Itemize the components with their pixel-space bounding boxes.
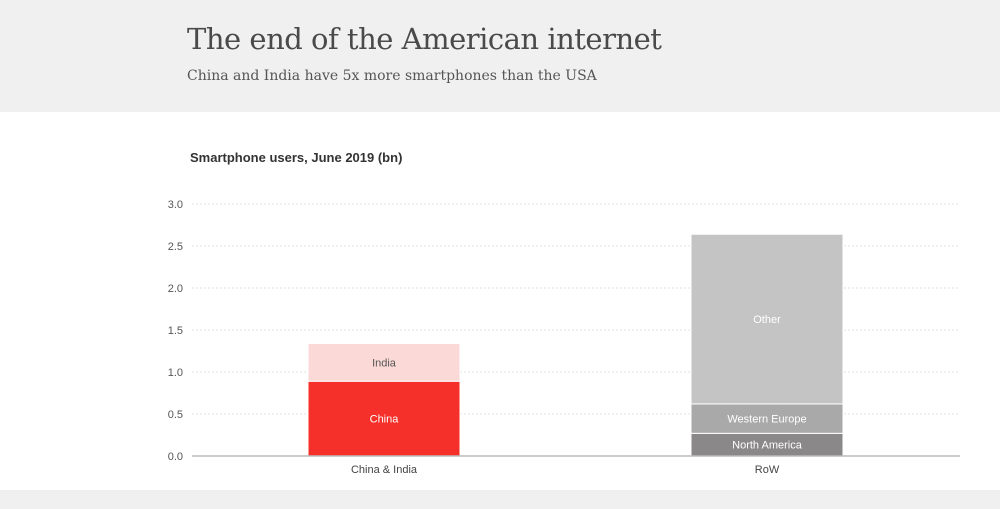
y-tick-label: 2.5 xyxy=(168,241,183,253)
segment-label: Western Europe xyxy=(727,414,806,426)
segment-label: Other xyxy=(753,314,781,326)
x-tick-label: China & India xyxy=(351,464,418,476)
x-tick-label: RoW xyxy=(755,464,780,476)
bar-segment-other xyxy=(690,233,844,405)
y-tick-label: 0.5 xyxy=(168,409,183,421)
segment-label: North America xyxy=(732,440,803,452)
bar-segment-india xyxy=(307,342,461,382)
header: The end of the American internet China a… xyxy=(0,0,1000,112)
page-title: The end of the American internet xyxy=(187,22,662,56)
y-tick-label: 1.0 xyxy=(168,367,183,379)
y-tick-label: 2.0 xyxy=(168,283,183,295)
segment-label: India xyxy=(372,357,397,369)
segment-label: China xyxy=(370,414,400,426)
bar-segment-western-europe xyxy=(690,403,844,434)
bar-segment-china xyxy=(307,380,461,457)
y-tick-label: 3.0 xyxy=(168,199,183,211)
y-tick-label: 1.5 xyxy=(168,325,183,337)
chart-title: Smartphone users, June 2019 (bn) xyxy=(190,150,403,165)
y-tick-label: 0.0 xyxy=(168,451,183,463)
page-subtitle: China and India have 5x more smartphones… xyxy=(187,68,597,84)
